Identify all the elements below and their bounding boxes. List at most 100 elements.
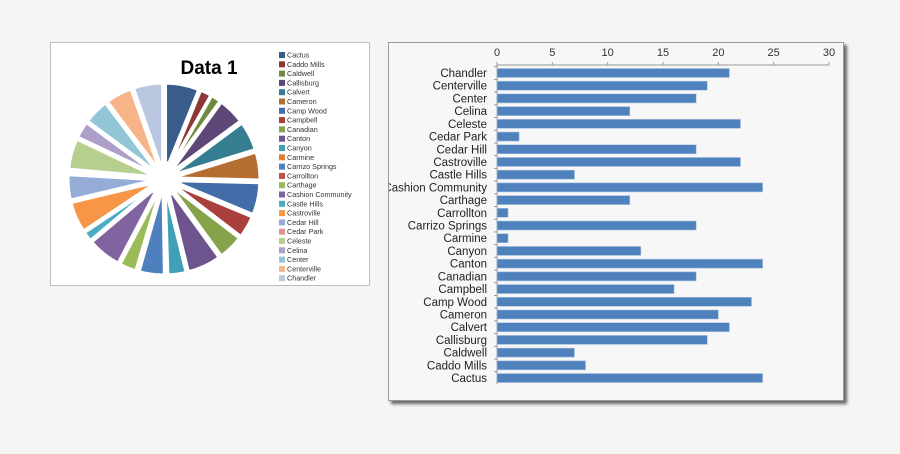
y-tick-label: Calvert [451,322,488,334]
legend-label: Caldwell [287,69,315,78]
pie-slice-castle-hills [82,182,159,243]
x-tick-label: 20 [712,47,724,59]
x-tick-label: 10 [602,47,614,59]
y-tick-label: Canadian [438,271,487,283]
legend-label: Cedar Park [287,227,324,236]
legend-swatch [279,163,285,170]
bar-campbell [496,284,675,294]
y-tick-label: Cedar Park [429,132,487,144]
pie-slice-castroville [69,180,158,234]
legend-swatch [279,145,285,151]
legend-swatch [279,117,285,124]
pie-slice-carthage [118,185,163,273]
legend-label: Carthage [287,181,317,190]
pie-slice-camp-wood [171,179,262,217]
pie-slice-cedar-park [66,169,157,180]
y-tick-label: Cedar Hill [437,144,488,156]
x-tick-label: 25 [768,47,780,59]
legend-label: Caddo Mills [287,60,325,69]
pie-slice-celina [75,120,159,177]
legend-label: Canyon [287,144,312,153]
pie-slice-cashion-community [89,184,161,266]
bar-castroville [496,157,741,167]
legend-label: Cedar Hill [287,218,319,227]
y-tick-label: Castle Hills [429,170,487,182]
y-tick-label: Cactus [451,373,487,385]
y-tick-label: Canton [450,259,487,271]
bar-cameron [496,309,719,320]
legend-label: Carrizo Springs [287,162,337,171]
x-tick-label: 5 [549,47,555,59]
pie-chart-panel: Data 1 Cactus Caddo Mills Caldwell Callisbu… [50,42,370,286]
y-tick-label: Canyon [447,246,487,258]
legend-swatch [279,172,285,179]
legend-label: Calvert [287,88,310,97]
pie-title: Data 1 [180,58,237,79]
legend-label: Celina [287,246,307,255]
y-tick-label: Chandler [440,68,487,80]
legend-swatch [279,89,285,96]
bar-celeste [496,119,741,129]
legend-label: Callisburg [287,78,319,87]
legend-swatch [279,275,285,282]
legend-swatch [279,210,285,217]
legend-swatch [279,265,285,272]
y-tick-label: Centerville [433,81,487,93]
pie-slice-celeste [66,137,157,179]
legend-swatch [279,61,285,68]
y-tick-label: Caddo Mills [427,360,487,372]
pie-slice-centerville [105,87,162,173]
pie-center [146,161,182,197]
legend-label: Castle Hills [287,199,323,208]
legend-label: Carrollton [287,171,318,180]
legend-swatch [279,191,285,198]
y-tick-label: Camp Wood [423,297,487,309]
y-tick-label: Campbell [438,284,487,296]
legend-swatch [279,238,285,244]
bar-carrizo-springs [496,220,697,231]
legend-swatch [279,247,285,254]
legend-label: Campbell [287,116,318,125]
legend-swatch [279,182,285,189]
bar-canton [496,258,763,269]
bar-centerville [496,80,708,91]
pie-slice-caldwell [167,93,223,174]
legend-label: Canadian [287,125,318,134]
legend-swatch [279,70,285,77]
y-tick-label: Celina [454,106,487,118]
legend-label: Castroville [287,209,321,218]
bar-cashion-community [496,182,763,193]
bar-castle-hills [496,169,575,180]
bar-center [496,93,697,104]
pie-slice-center [85,100,160,175]
bar-camp-wood [496,296,752,307]
legend-label: Camp Wood [287,106,327,115]
y-tick-label: Cashion Community [389,182,487,194]
y-tick-label: Cameron [440,309,487,321]
legend-swatch [279,200,285,207]
bar-chart: 0 5 10 15 20 25 30ChandlerCentervilleCenterCel… [383,47,835,385]
y-tick-label: Castroville [433,157,487,169]
legend-label: Cactus [287,51,310,60]
y-tick-label: Caldwell [444,348,487,360]
bar-chart-panel: 0 5 10 15 20 25 30 Chandler Centerville Center Cel… [383,42,844,401]
legend-label: Centerville [287,264,321,273]
legend-swatch [279,154,285,161]
legend-swatch [279,135,285,142]
x-tick-label: 15 [657,47,669,59]
bar-caldwell [496,347,575,358]
bar-caddo-mills [496,360,586,371]
pie-slice-cactus [164,81,201,172]
bar-chandler [496,68,730,78]
legend-swatch [279,79,285,86]
bar-cactus [496,373,763,383]
legend-swatch [279,107,285,114]
bar-carmine [496,233,509,244]
legend-label: Cashion Community [287,190,352,199]
y-tick-label: Carrizo Springs [408,221,487,233]
bar-cedar-hill [496,144,697,155]
pie-slice-campbell [170,181,255,239]
y-tick-label: Celeste [448,119,487,131]
bar-callisburg [496,335,708,345]
